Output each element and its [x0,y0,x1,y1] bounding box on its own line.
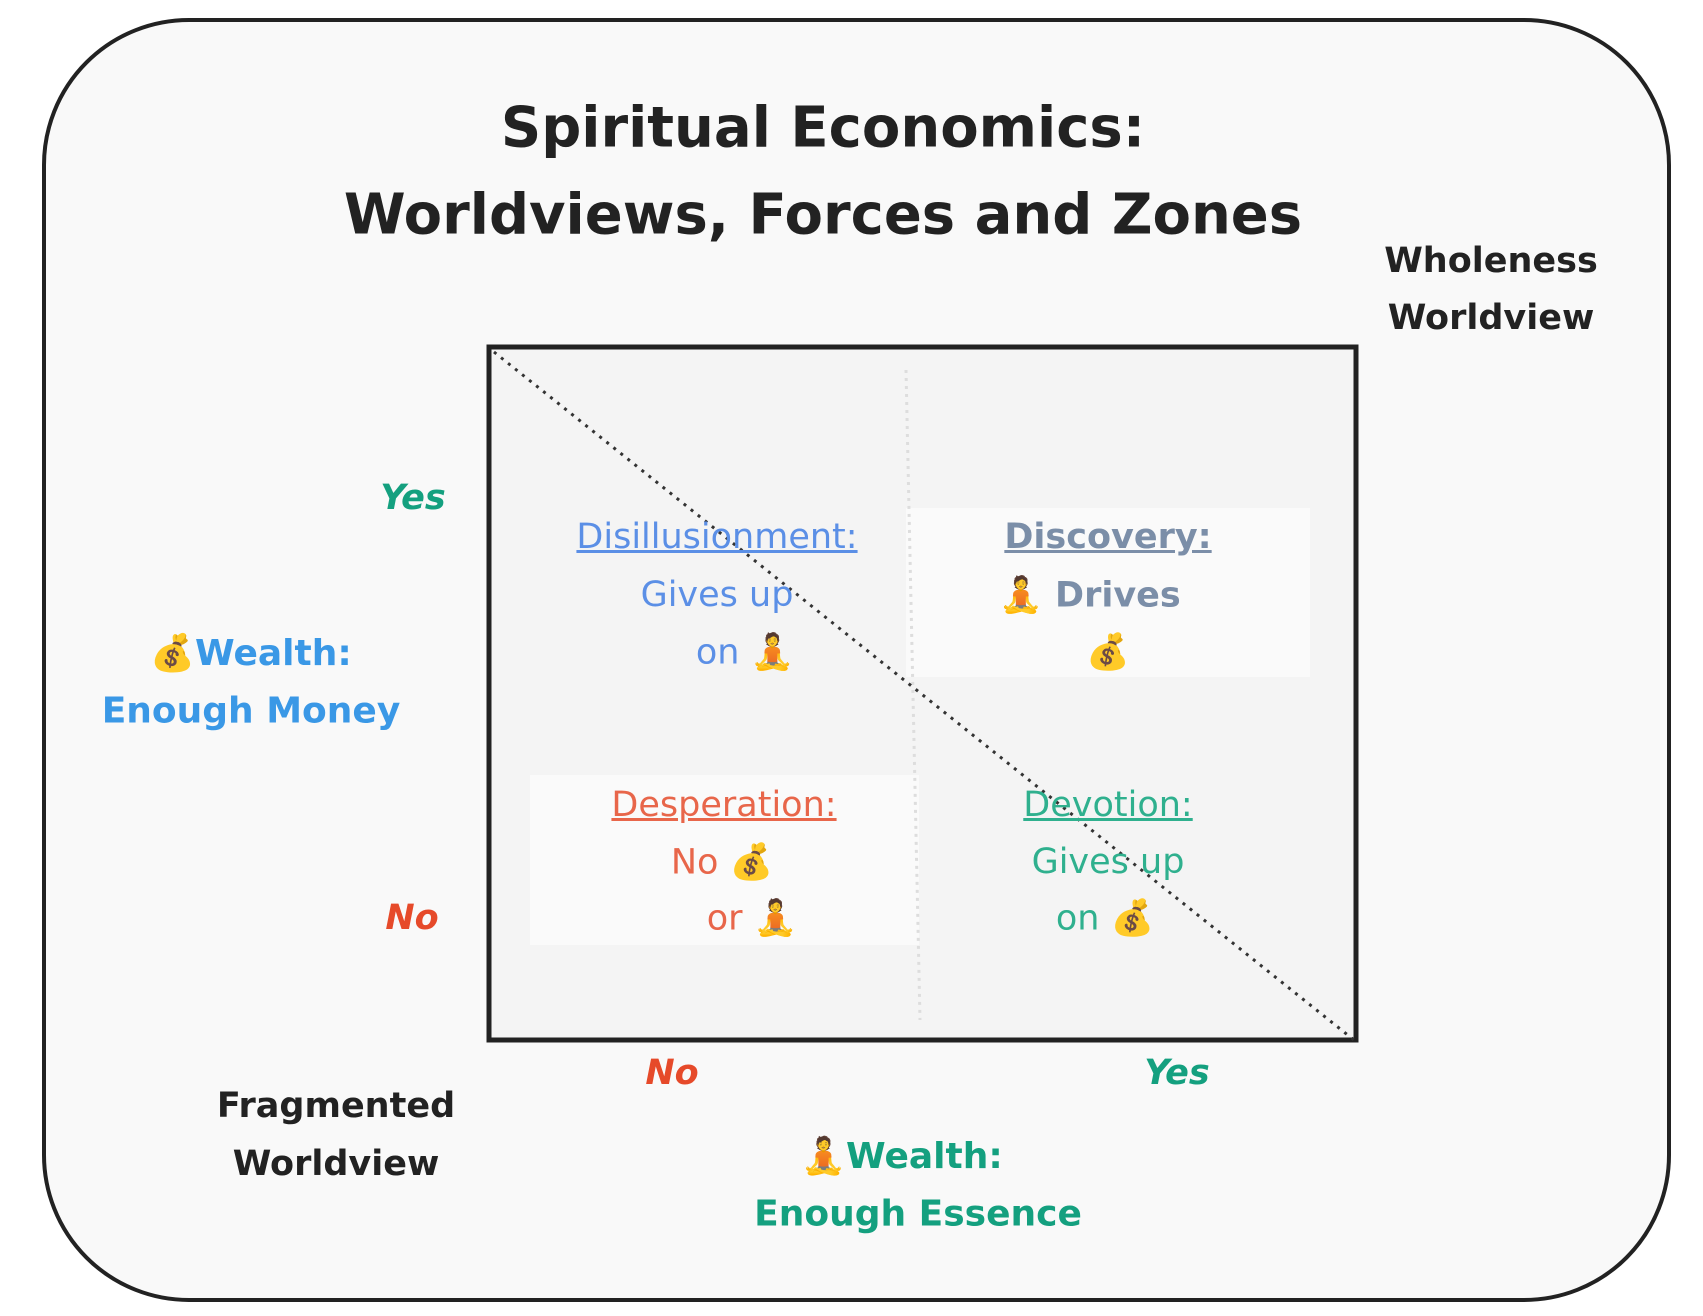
quadrant-text: No 💰 [670,842,774,883]
quadrant-text: 💰 [1086,632,1130,673]
corner-label: Fragmented [216,1086,456,1126]
title: Worldviews, Forces and Zones [343,182,1303,248]
x-axis-label: Enough Essence [754,1193,1082,1235]
quadrant-heading: Devotion: [1023,785,1193,825]
quadrant-text: on 💰 [1055,898,1155,939]
quadrant-text: or 🧘 [706,898,798,939]
quadrant-heading: Discovery: [1004,517,1212,557]
x-tick: No [645,1053,699,1093]
quadrant-text: Gives up [1031,842,1185,882]
y-tick: Yes [380,478,446,518]
desperation-bg [530,775,919,945]
quadrant-text: on 🧘 [695,632,795,673]
corner-label: Worldview [232,1144,440,1184]
quadrant-text: 🧘 Drives [999,575,1181,616]
discovery-bg [906,508,1310,677]
quadrant-heading: Disillusionment: [576,517,858,557]
y-axis-label: 💰Wealth: [150,633,352,674]
corner-label: Wholeness [1384,241,1598,281]
title: Spiritual Economics: [500,95,1146,161]
y-tick: No [385,898,439,938]
quadrant-text: Gives up [640,575,794,615]
corner-label: Worldview [1387,298,1595,338]
x-axis-label: 🧘Wealth: [801,1136,1003,1177]
x-tick: Yes [1144,1053,1210,1093]
quadrant-heading: Desperation: [611,785,837,825]
diagonal [493,350,1355,1042]
y-axis-label: Enough Money [101,690,401,732]
